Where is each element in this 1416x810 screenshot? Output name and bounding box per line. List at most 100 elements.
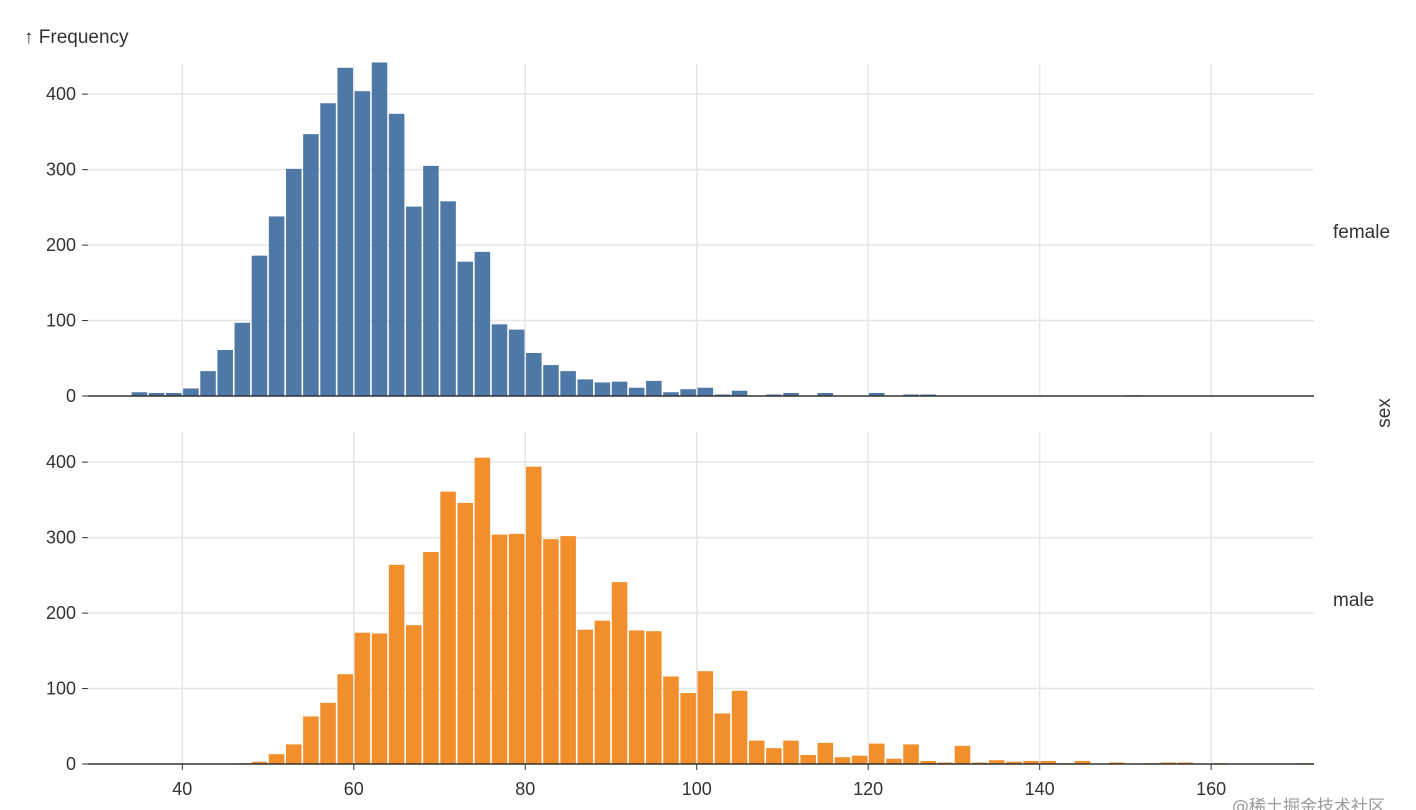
- histogram-bar-male: [800, 754, 816, 764]
- x-tick-label: 40: [172, 779, 192, 799]
- histogram-bar-female: [457, 261, 474, 396]
- histogram-bar-male: [1160, 762, 1177, 764]
- histogram-bar-female: [131, 392, 148, 396]
- histogram-bar-female: [731, 390, 748, 396]
- histogram-bar-female: [371, 62, 388, 397]
- x-tick-label: 100: [682, 779, 712, 799]
- facet-axis-label: sex: [1374, 398, 1395, 428]
- histogram-bar-female: [920, 394, 936, 396]
- histogram-bar-female: [663, 392, 679, 396]
- histogram-bar-female: [200, 371, 216, 396]
- histogram-bar-male: [1177, 762, 1194, 764]
- y-tick-label: 400: [46, 84, 76, 104]
- histogram-bar-female: [183, 388, 199, 396]
- histogram-bar-male: [937, 762, 954, 764]
- histogram-bar-female: [474, 251, 491, 396]
- y-tick-label: 300: [46, 160, 76, 180]
- facet-label-male: male: [1333, 590, 1374, 611]
- histogram-bar-male: [371, 633, 388, 764]
- histogram-bar-male: [440, 491, 456, 764]
- histogram-bar-male: [697, 671, 714, 764]
- histogram-bar-male: [868, 743, 885, 764]
- y-tick-label: 400: [46, 452, 76, 472]
- histogram-bar-female: [337, 67, 353, 396]
- histogram-bar-male: [766, 748, 782, 764]
- panel-male: 0 100 200 300 400 male: [46, 432, 1374, 774]
- facet-panels: 0 100 200 300 400 female 0 100 200 300 400 male 40 60…: [46, 62, 1390, 799]
- y-axis-title: ↑ Frequency: [24, 27, 129, 48]
- y-tick-label: 100: [46, 679, 76, 699]
- histogram-bar-male: [303, 716, 319, 764]
- histogram-bar-female: [714, 394, 731, 396]
- histogram-bar-female: [903, 394, 919, 396]
- histogram-bar-female: [388, 113, 405, 397]
- y-tick-label: 0: [66, 754, 76, 774]
- histogram-bar-female: [406, 206, 422, 396]
- histogram-bar-male: [1109, 762, 1125, 764]
- y-tick-label: 0: [66, 386, 76, 406]
- histogram-bar-male: [320, 702, 336, 764]
- histogram-bar-male: [474, 457, 491, 764]
- histogram-bar-female: [165, 392, 182, 396]
- histogram-bar-male: [817, 742, 834, 764]
- histogram-bar-female: [251, 255, 268, 396]
- histogram-bar-male: [989, 760, 1005, 764]
- histogram-bar-male: [543, 539, 559, 764]
- histogram-bar-female: [560, 371, 576, 396]
- histogram-bar-male: [1023, 760, 1039, 764]
- histogram-bar-male: [388, 564, 405, 764]
- histogram-bar-male: [1006, 761, 1022, 764]
- histogram-bar-female: [320, 103, 336, 397]
- histogram-bar-female: [440, 201, 456, 396]
- histogram-bar-female: [526, 352, 542, 396]
- histogram-bar-male: [354, 632, 371, 764]
- histogram-bar-male: [611, 582, 628, 764]
- histogram-bar-female: [268, 216, 285, 396]
- x-tick-label: 160: [1196, 779, 1226, 799]
- histogram-bar-female: [148, 392, 165, 396]
- histogram-bar-male: [491, 534, 508, 764]
- histogram-bar-male: [577, 629, 594, 764]
- histogram-bar-male: [406, 625, 422, 764]
- histogram-bar-male: [285, 744, 302, 764]
- histogram-bar-male: [508, 533, 525, 764]
- histogram-bar-male: [954, 745, 971, 764]
- histogram-bar-male: [714, 713, 731, 764]
- histogram-bar-male: [748, 740, 765, 764]
- histogram-bar-male: [457, 502, 474, 764]
- histogram-bar-female: [303, 134, 319, 396]
- histogram-bar-female: [611, 381, 628, 396]
- x-tick-label: 120: [853, 779, 883, 799]
- histogram-bar-female: [234, 322, 251, 396]
- histogram-bar-male: [646, 631, 662, 764]
- histogram-bar-female: [766, 394, 782, 396]
- histogram-bar-female: [817, 392, 834, 396]
- histogram-bar-male: [886, 758, 902, 764]
- histogram-bar-female: [508, 329, 525, 396]
- histogram-bar-male: [731, 690, 748, 764]
- histogram-bar-male: [268, 754, 285, 764]
- histogram-bar-male: [903, 744, 919, 764]
- histogram-bar-female: [697, 387, 714, 396]
- watermark: @稀土掘金技术社区: [1232, 797, 1385, 810]
- histogram-bar-female: [423, 165, 439, 396]
- histogram-bar-female: [217, 349, 233, 396]
- histogram-bar-male: [680, 693, 696, 764]
- histogram-bar-female: [491, 324, 508, 396]
- histogram-bar-male: [337, 674, 353, 764]
- histogram-bar-female: [646, 380, 662, 396]
- histogram-bar-male: [594, 620, 611, 764]
- histogram-bar-male: [526, 466, 542, 764]
- histogram-bar-female: [354, 91, 371, 396]
- x-tick-label: 80: [515, 779, 535, 799]
- histogram-bar-female: [783, 392, 799, 396]
- histogram-bar-male: [920, 760, 936, 764]
- histogram-bar-male: [628, 630, 645, 764]
- histogram-bar-female: [868, 392, 885, 396]
- histogram-bar-male: [251, 761, 268, 764]
- histogram-bar-male: [663, 676, 679, 764]
- panel-female: 0 100 200 300 400 female: [46, 62, 1390, 406]
- histogram-bar-male: [1074, 760, 1091, 764]
- y-tick-label: 200: [46, 603, 76, 623]
